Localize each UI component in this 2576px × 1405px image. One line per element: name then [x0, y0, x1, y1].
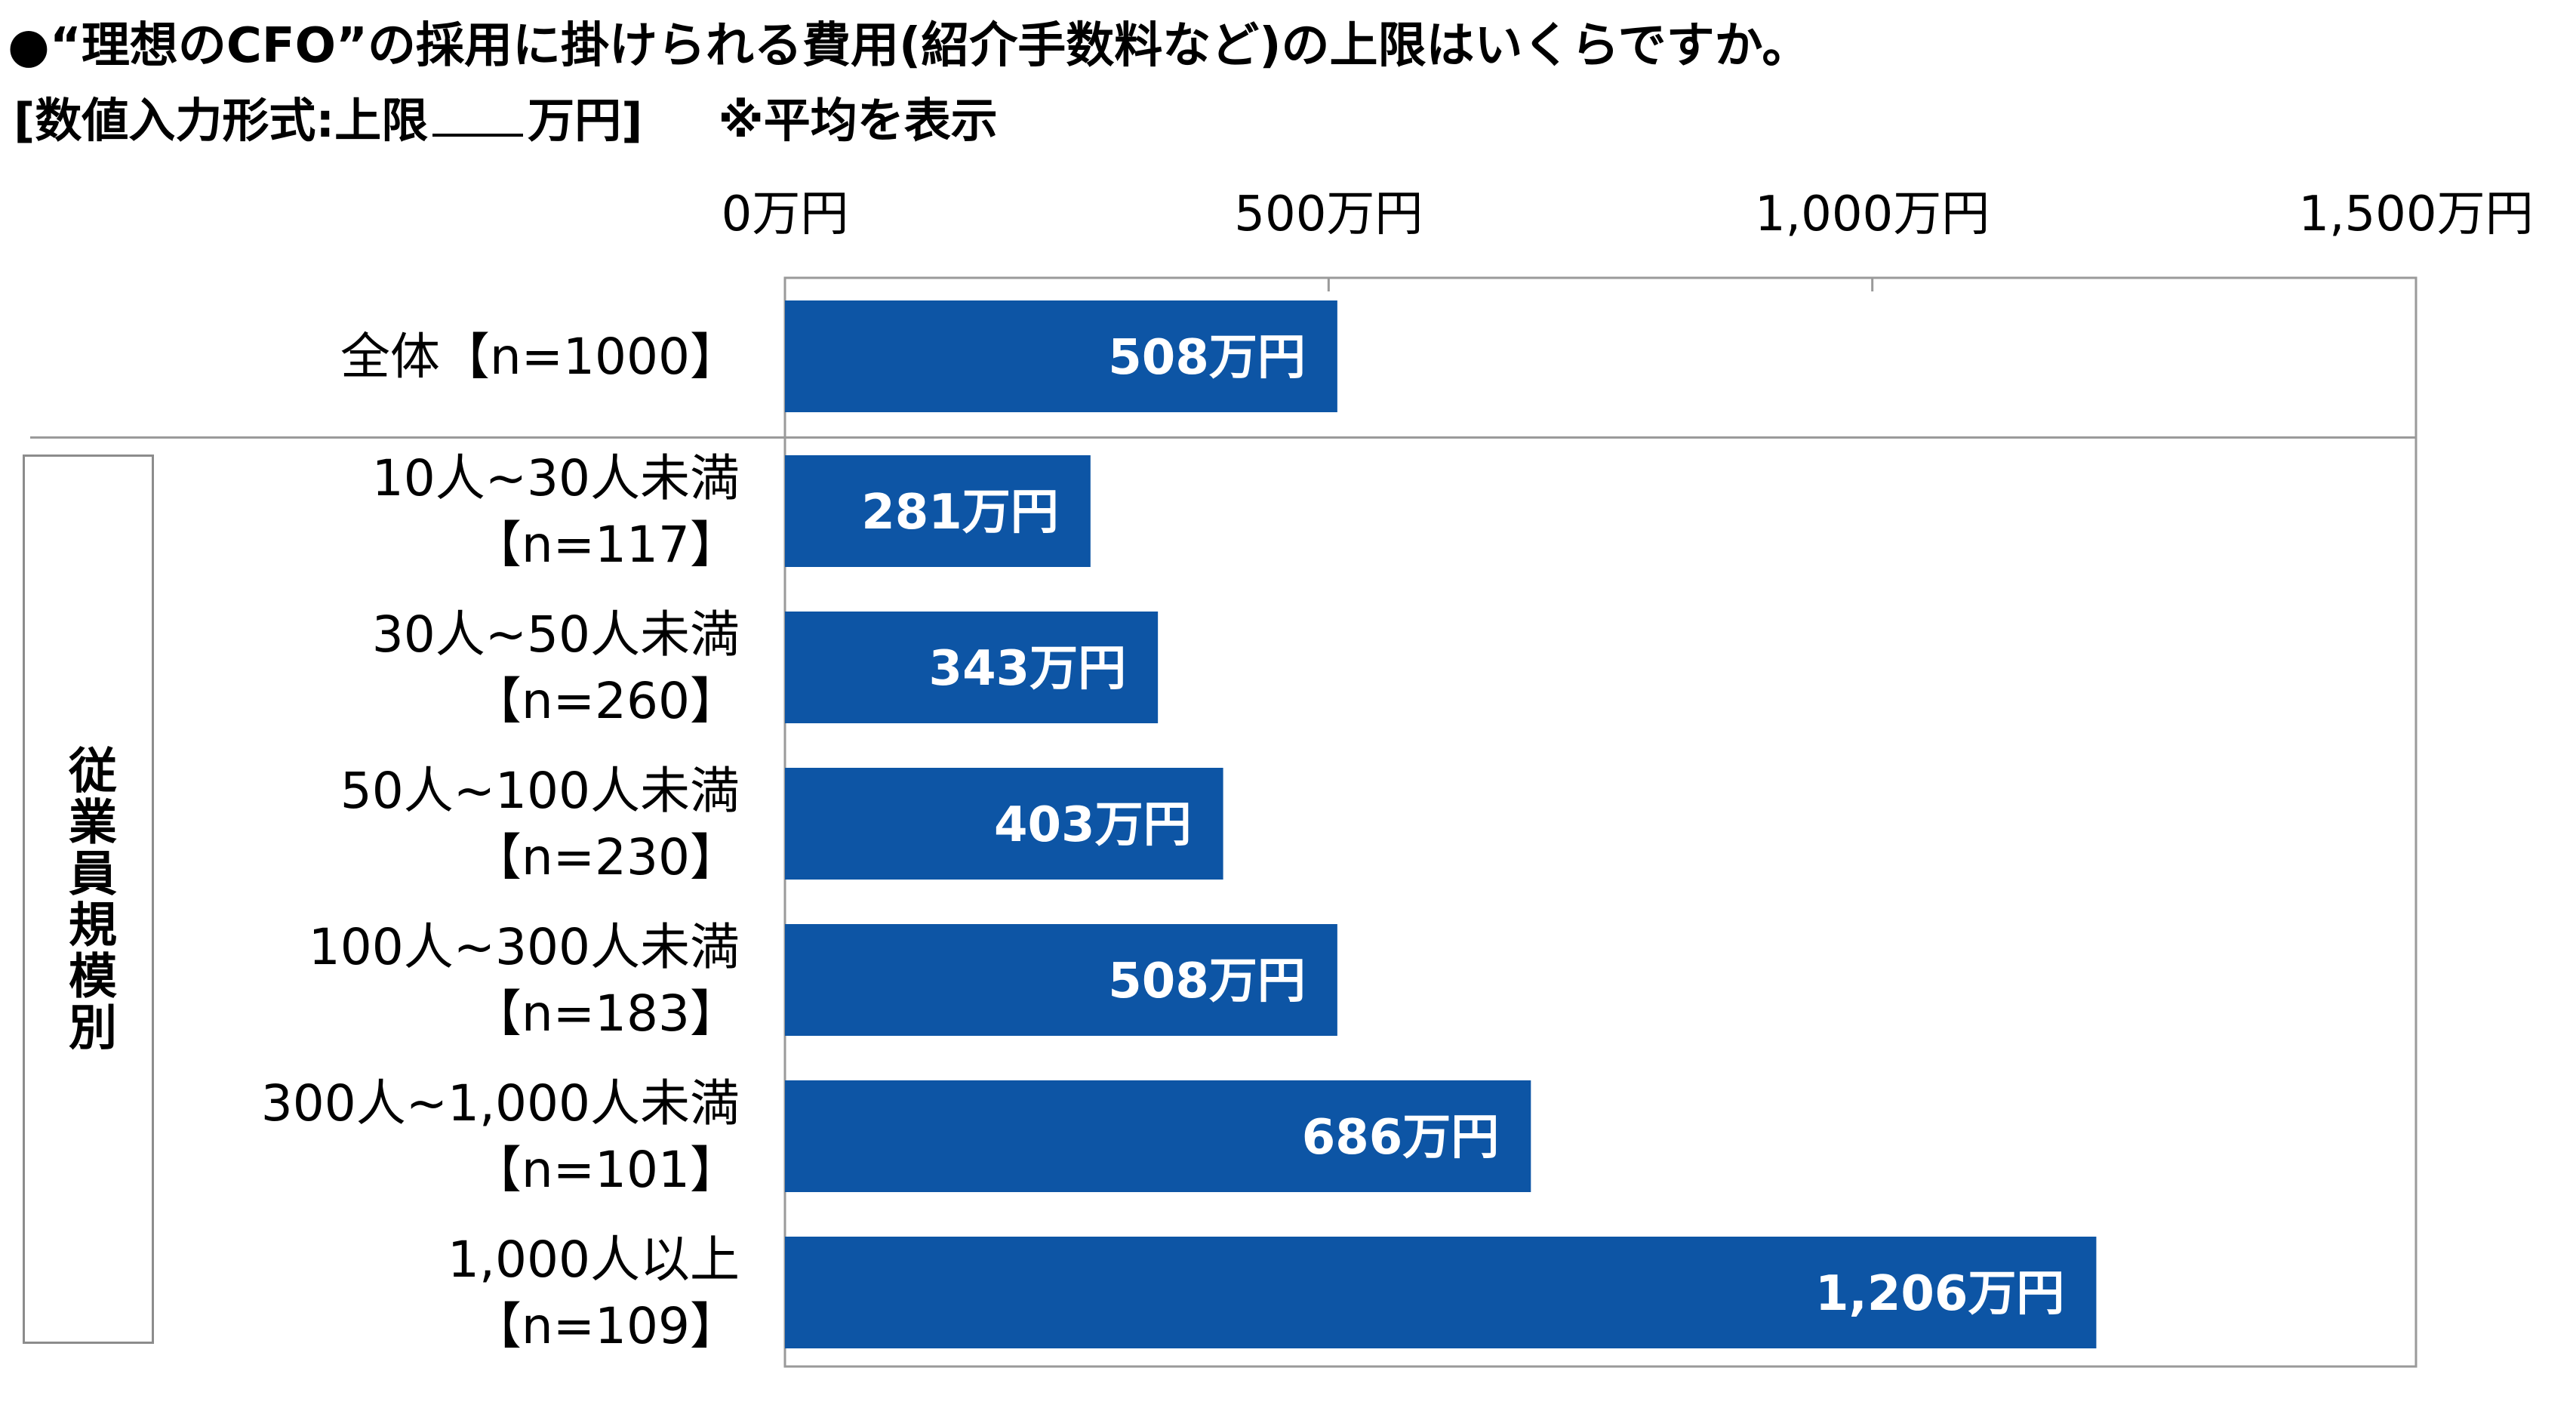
- category-label: 【n=101】: [472, 1141, 740, 1199]
- category-label: 10人~30人未満: [372, 449, 740, 507]
- bar: [785, 455, 1091, 567]
- category-label: 全体【n=1000】: [340, 328, 740, 386]
- category-label: 【n=117】: [472, 516, 740, 574]
- category-label: 300人~1,000人未満: [261, 1074, 740, 1132]
- category-label: 30人~50人未満: [372, 605, 740, 664]
- input-blank: [432, 94, 524, 137]
- x-tick-label: 0万円: [722, 186, 849, 242]
- bar: [785, 1237, 2097, 1348]
- subtitle-note: ※平均を表示: [718, 93, 998, 148]
- data-label: 1,206万円: [1815, 1266, 2064, 1322]
- category-label: 【n=183】: [472, 984, 740, 1043]
- x-tick-label: 500万円: [1234, 186, 1423, 242]
- bar: [785, 612, 1159, 723]
- data-label: 281万円: [861, 485, 1059, 541]
- category-label: 【n=109】: [472, 1297, 740, 1355]
- bar-layer: [785, 300, 2097, 1348]
- subtitle-suffix: 万円]: [528, 93, 643, 148]
- category-label: 【n=230】: [472, 828, 740, 886]
- x-tick-label: 1,000万円: [1755, 186, 1990, 242]
- category-label: 50人~100人未満: [340, 762, 740, 820]
- data-label: 343万円: [929, 641, 1127, 697]
- category-label: 100人~300人未満: [309, 918, 740, 976]
- data-label: 403万円: [994, 797, 1192, 853]
- subtitle-prefix: [数値入力形式:上限: [14, 93, 429, 148]
- bar: [785, 924, 1337, 1036]
- category-label: 1,000人以上: [448, 1231, 740, 1289]
- employee-size-group-label: 従業員規模別: [60, 745, 116, 1053]
- chart-subtitle: [数値入力形式:上限 万円] ※平均を表示: [14, 92, 998, 149]
- data-label: 508万円: [1108, 330, 1306, 386]
- label-layer: 508万円 全体【n=1000】 281万円 10人~30人未満【n=117】 343万…: [261, 328, 2065, 1355]
- bar: [785, 300, 1337, 412]
- data-label: 686万円: [1302, 1110, 1500, 1166]
- employee-size-group-box: 従業員規模別: [23, 454, 154, 1344]
- chart-title: ●“理想のCFO”の採用に掛けられる費用(紹介手数料など)の上限はいくらですか。: [8, 18, 1811, 74]
- category-label: 【n=260】: [472, 672, 740, 730]
- data-label: 508万円: [1108, 954, 1306, 1009]
- x-tick-label: 1,500万円: [2298, 186, 2533, 242]
- bar: [785, 768, 1223, 880]
- bar: [785, 1080, 1531, 1192]
